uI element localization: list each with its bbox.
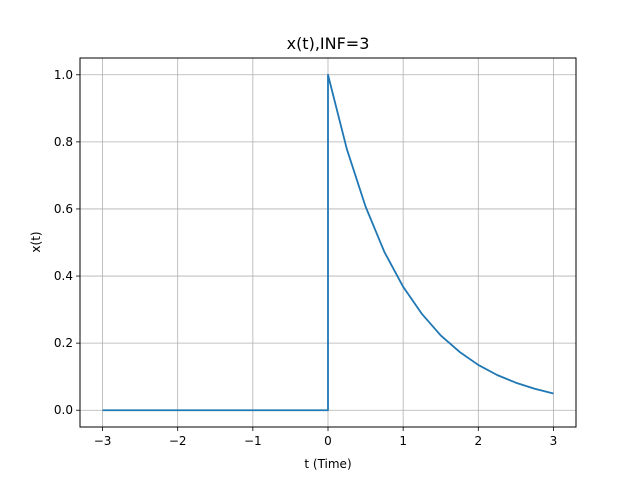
x-tick-label: −2 (169, 434, 187, 448)
x-tick-label: −3 (94, 434, 112, 448)
x-tick-label: 3 (550, 434, 558, 448)
y-axis-ticks: 0.0 0.2 0.4 0.6 0.8 1.0 (54, 68, 80, 417)
series-line (102, 73, 554, 412)
x-tick-label: 0 (324, 434, 332, 448)
x-axis-ticks: −3 −2 −1 0 1 2 3 (94, 427, 558, 448)
chart-title: x(t),INF=3 (287, 34, 370, 53)
y-tick-label: 0.2 (54, 336, 73, 350)
y-tick-label: 0.6 (54, 202, 73, 216)
y-axis-label: x(t) (29, 231, 43, 252)
y-tick-label: 0.4 (54, 269, 73, 283)
x-tick-label: 2 (474, 434, 482, 448)
y-tick-label: 0.8 (54, 135, 73, 149)
y-tick-label: 1.0 (54, 68, 73, 82)
y-tick-label: 0.0 (54, 403, 73, 417)
x-tick-label: 1 (399, 434, 407, 448)
series-layer (102, 73, 554, 412)
x-tick-label: −1 (244, 434, 262, 448)
x-axis-label: t (Time) (304, 457, 351, 471)
